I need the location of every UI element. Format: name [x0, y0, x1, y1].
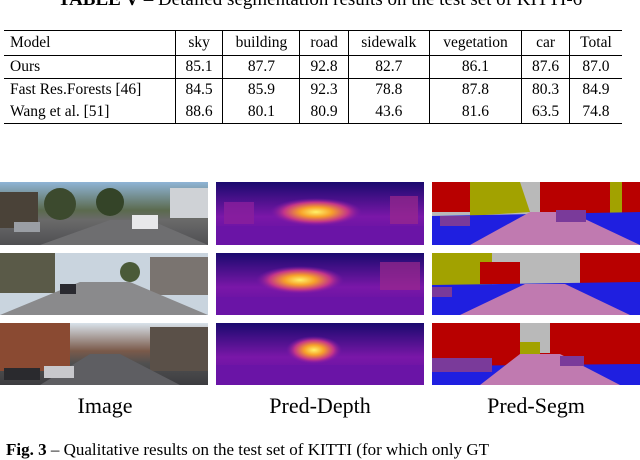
cell-road: 92.8 — [299, 55, 349, 79]
cell-total: 74.8 — [568, 101, 622, 124]
table-row-wang: Wang et al. [51] 88.6 80.1 80.9 43.6 81.… — [4, 101, 622, 124]
table-caption: TABLE V – Detailed segmentation results … — [0, 0, 640, 11]
row-model: Ours — [4, 55, 176, 79]
cell-building: 85.9 — [222, 78, 300, 101]
header-sidewalk: sidewalk — [347, 30, 430, 56]
qualitative-figure — [0, 182, 640, 388]
segm-row-3 — [432, 323, 640, 385]
row-model: Fast Res.Forests [46] — [10, 81, 142, 98]
cell-total: 87.0 — [568, 55, 622, 79]
row-model: Wang et al. [51] — [4, 101, 176, 124]
cell-sidewalk: 82.7 — [347, 55, 430, 79]
cell-total: 84.9 — [568, 78, 622, 101]
column-label-pred-depth: Pred-Depth — [269, 393, 371, 418]
header-model: Model — [4, 30, 176, 56]
header-vegetation: vegetation — [428, 30, 522, 56]
cell-car: 87.6 — [521, 55, 570, 79]
cell-car: 63.5 — [521, 101, 570, 124]
image-row-1 — [0, 182, 208, 245]
table-header-row: Model sky building road sidewalk vegetat… — [4, 30, 622, 56]
column-label-image: Image — [77, 393, 133, 418]
figure-grid — [0, 182, 640, 385]
image-row-3 — [0, 323, 208, 385]
table-row-ours: Ours 85.1 87.7 92.8 82.7 86.1 87.6 87.0 — [4, 55, 622, 79]
cell-sky: 85.1 — [174, 55, 223, 79]
column-label-pred-segm: Pred-Segm — [487, 393, 585, 418]
cell-sky: 84.5 — [174, 78, 223, 101]
header-building: building — [222, 30, 300, 56]
figure-caption-label: Fig. 3 — [6, 440, 47, 459]
header-road: road — [299, 30, 349, 56]
results-table: Model sky building road sidewalk vegetat… — [4, 30, 622, 124]
header-car: car — [521, 30, 570, 56]
cell-building: 87.7 — [222, 55, 300, 79]
cell-building: 80.1 — [222, 101, 300, 124]
figure-caption: Fig. 3 – Qualitative results on the test… — [6, 440, 489, 460]
cell-sidewalk: 78.8 — [347, 78, 430, 101]
segm-row-2 — [432, 253, 640, 315]
depth-row-3 — [216, 323, 424, 385]
header-total: Total — [568, 30, 622, 56]
cell-vegetation: 87.8 — [428, 78, 522, 101]
cell-road: 80.9 — [299, 101, 349, 124]
depth-row-1 — [216, 182, 424, 245]
figure-caption-text: – Qualitative results on the test set of… — [50, 440, 489, 459]
image-row-2 — [0, 253, 208, 315]
cell-vegetation: 86.1 — [428, 55, 522, 79]
table-caption-label: TABLE V — [58, 0, 139, 10]
header-sky: sky — [174, 30, 223, 56]
table-caption-text: – Detailed segmentation results on the t… — [144, 0, 582, 10]
cell-sky: 88.6 — [174, 101, 223, 124]
segm-row-1 — [432, 182, 640, 245]
table-row-fast-res-forests: Fast Res.Forests [46] 84.5 85.9 92.3 78.… — [4, 78, 622, 101]
cell-vegetation: 81.6 — [428, 101, 522, 124]
cell-sidewalk: 43.6 — [347, 101, 430, 124]
cell-road: 92.3 — [299, 78, 349, 101]
cell-car: 80.3 — [521, 78, 570, 101]
depth-row-2 — [216, 253, 424, 315]
